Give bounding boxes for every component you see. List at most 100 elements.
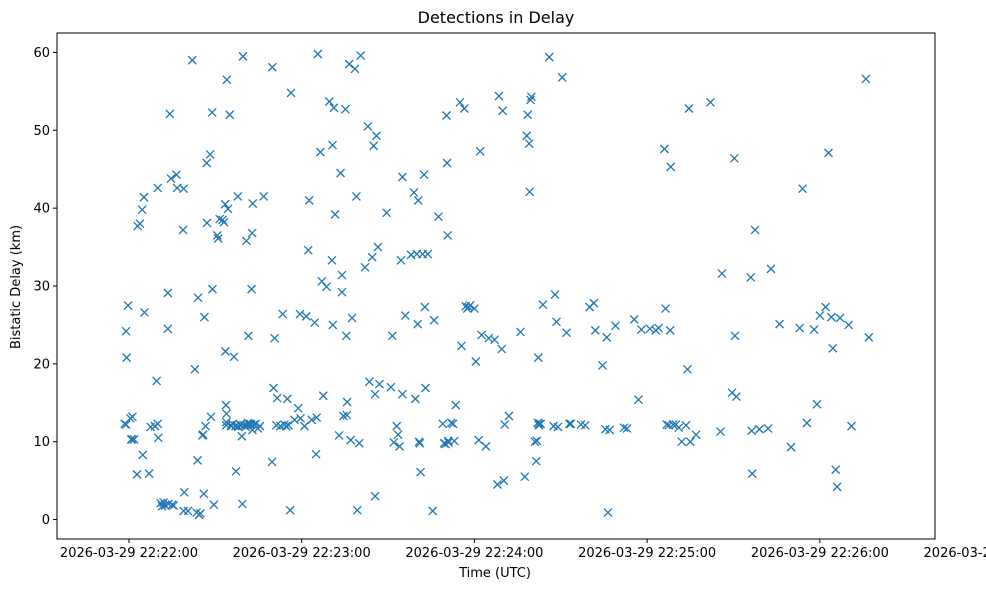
data-point xyxy=(248,425,257,435)
data-point xyxy=(448,419,458,429)
data-point xyxy=(338,411,348,421)
data-point xyxy=(433,212,443,222)
data-point xyxy=(730,331,740,341)
data-point xyxy=(389,438,399,447)
data-point xyxy=(206,412,216,422)
data-point xyxy=(330,209,340,219)
data-point xyxy=(504,411,514,421)
data-point xyxy=(684,104,694,113)
data-point xyxy=(207,284,217,294)
data-point xyxy=(533,353,543,363)
data-point xyxy=(205,149,215,159)
data-point xyxy=(659,144,669,154)
data-point xyxy=(661,304,671,314)
data-point xyxy=(393,430,403,440)
y-tick-label: 40 xyxy=(33,202,50,217)
data-point xyxy=(471,357,481,366)
data-point xyxy=(190,364,200,374)
data-point xyxy=(382,208,392,218)
data-point xyxy=(602,332,612,342)
data-point xyxy=(374,379,384,389)
data-point xyxy=(166,174,176,184)
data-point xyxy=(395,441,405,451)
data-point xyxy=(598,360,607,370)
data-point xyxy=(413,319,423,329)
data-point xyxy=(477,330,487,340)
data-point xyxy=(337,287,347,297)
data-point xyxy=(132,469,142,479)
data-point xyxy=(351,192,361,201)
data-point xyxy=(342,397,352,407)
data-point xyxy=(786,442,796,452)
data-point xyxy=(267,457,277,467)
data-point xyxy=(494,91,504,101)
data-point xyxy=(311,449,321,459)
data-point xyxy=(795,323,805,333)
data-point xyxy=(293,403,303,413)
data-point xyxy=(163,288,173,298)
data-point xyxy=(267,62,277,72)
data-point xyxy=(668,420,678,430)
data-point xyxy=(221,400,231,410)
data-point xyxy=(605,425,615,435)
data-point xyxy=(350,64,360,74)
data-point xyxy=(775,319,785,329)
y-tick-label: 10 xyxy=(33,435,50,450)
data-point xyxy=(526,92,536,102)
data-point xyxy=(369,141,379,151)
data-point xyxy=(300,421,310,431)
data-point xyxy=(137,205,147,215)
data-point xyxy=(307,415,317,425)
data-point xyxy=(815,311,825,321)
data-point xyxy=(282,394,292,404)
data-point xyxy=(420,302,430,312)
data-point xyxy=(127,434,137,444)
data-point xyxy=(589,298,599,308)
data-point xyxy=(352,505,362,515)
data-point xyxy=(269,383,278,393)
data-point xyxy=(281,421,291,431)
data-point xyxy=(397,389,407,399)
data-point xyxy=(526,95,536,105)
data-point xyxy=(301,311,311,321)
data-point xyxy=(731,392,741,402)
data-point xyxy=(303,245,313,255)
data-point xyxy=(328,140,337,150)
data-point xyxy=(229,352,239,362)
data-point xyxy=(520,472,530,482)
data-point xyxy=(215,214,225,224)
data-point xyxy=(550,290,560,300)
data-point xyxy=(456,341,466,351)
data-point xyxy=(498,106,508,116)
data-point xyxy=(225,110,235,120)
data-point xyxy=(209,500,219,510)
data-point xyxy=(809,325,819,335)
data-point xyxy=(237,431,247,441)
data-point xyxy=(364,377,374,387)
data-point xyxy=(415,438,425,448)
data-point xyxy=(165,109,175,119)
data-point xyxy=(337,270,347,280)
data-point xyxy=(237,499,247,509)
chart-title: Detections in Delay xyxy=(418,8,575,27)
data-point xyxy=(324,97,334,106)
x-axis-label: Time (UTC) xyxy=(458,566,531,581)
data-point xyxy=(419,170,429,180)
data-point xyxy=(138,450,148,460)
y-axis-label: Bistatic Delay (km) xyxy=(9,225,24,349)
data-point xyxy=(530,437,540,447)
data-point xyxy=(562,328,571,338)
data-point xyxy=(247,284,257,294)
data-point xyxy=(428,506,438,516)
data-point xyxy=(163,324,173,334)
data-point xyxy=(223,204,233,214)
data-point xyxy=(212,230,222,240)
data-point xyxy=(750,225,760,235)
data-point xyxy=(847,421,856,431)
data-point xyxy=(321,282,331,292)
data-point xyxy=(538,300,548,310)
marker-layer xyxy=(120,49,874,520)
data-point xyxy=(409,188,419,198)
data-point xyxy=(356,51,366,61)
